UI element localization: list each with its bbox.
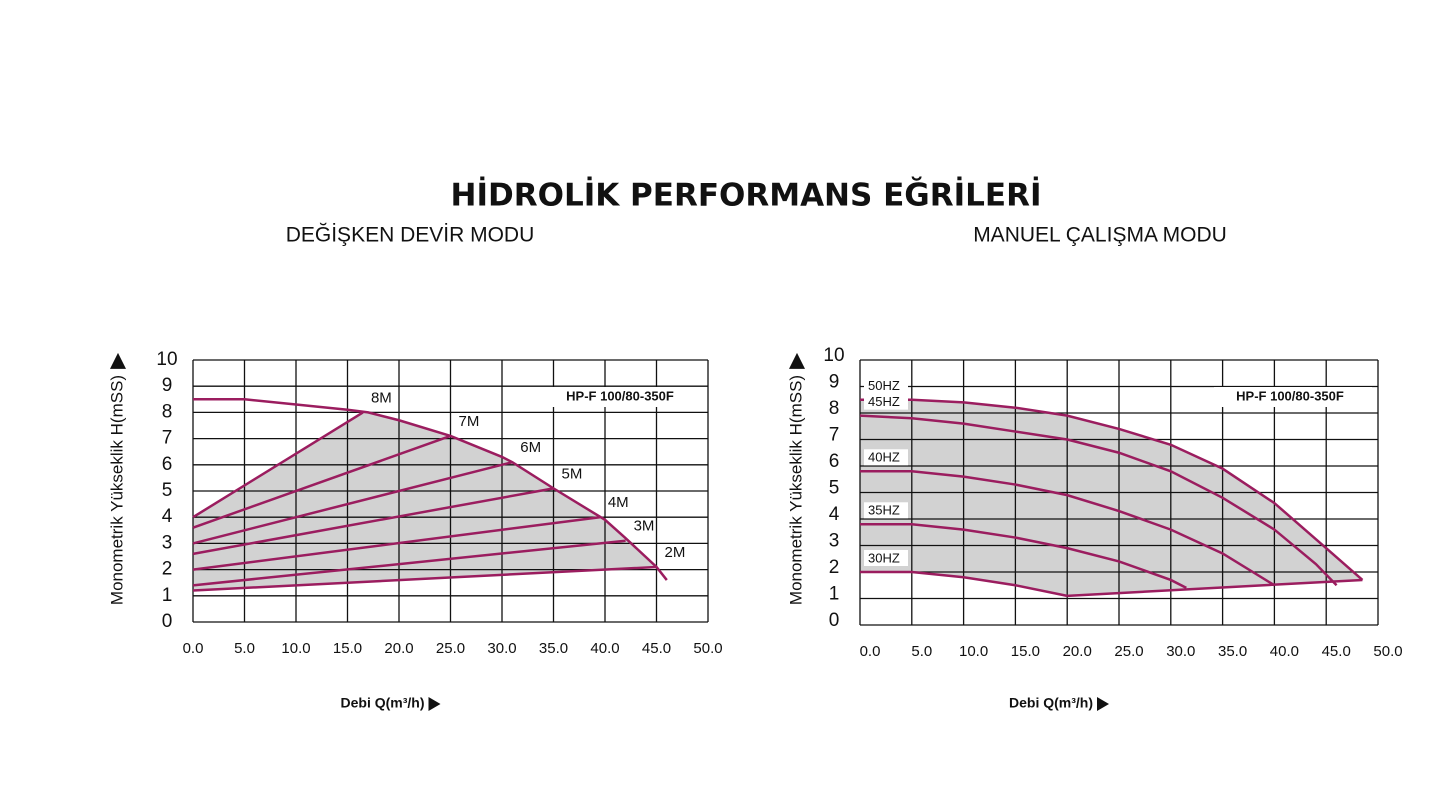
curve [192, 515, 601, 571]
x-arrow [428, 697, 441, 711]
x-tick-label: 45.0 [642, 640, 671, 657]
x-tick-label: 50.0 [693, 640, 722, 657]
y-axis-label: Monometrik Yükseklik H(mSS) [786, 375, 805, 605]
y-axis-label: Monometrik Yükseklik H(mSS) [107, 375, 126, 605]
y-tick-label: 7 [829, 425, 840, 446]
y-tick-label: 4 [829, 504, 840, 525]
chart-subtitle: DEĞİŞKEN DEVİR MODU [286, 224, 535, 247]
curve [859, 414, 1338, 587]
x-tick-label: 10.0 [281, 640, 310, 657]
y-tick-label: 2 [829, 557, 840, 578]
x-tick-label: 25.0 [1114, 643, 1143, 660]
curve [193, 398, 668, 581]
x-tick-label: 5.0 [911, 643, 932, 660]
x-tick-label: 25.0 [436, 640, 465, 657]
curve-label: 3M [634, 518, 655, 535]
x-arrow [1097, 697, 1109, 711]
y-tick-label: 8 [829, 398, 840, 419]
y-tick-label: 4 [162, 506, 173, 527]
x-tick-label: 50.0 [1373, 643, 1402, 660]
curve-label: 5M [562, 465, 583, 482]
y-tick-label: 8 [162, 401, 173, 422]
curve-label: 6M [520, 439, 541, 456]
x-tick-label: 40.0 [590, 640, 619, 657]
x-tick-label: 20.0 [384, 640, 413, 657]
x-tick-label: 35.0 [539, 640, 568, 657]
curve [860, 398, 1364, 581]
label-bg [864, 377, 908, 394]
x-tick-label: 35.0 [1218, 643, 1247, 660]
x-tick-label: 30.0 [487, 640, 516, 657]
x-tick-label: 15.0 [333, 640, 362, 657]
curve-label: 4M [608, 494, 629, 511]
y-tick-label: 5 [829, 478, 840, 499]
curve [192, 565, 657, 592]
curve [1067, 578, 1363, 598]
y-tick-label: 6 [829, 451, 840, 472]
curve-label: 50HZ [868, 378, 900, 393]
x-tick-label: 45.0 [1322, 643, 1351, 660]
y-tick-label: 6 [162, 454, 173, 475]
y-tick-label: 2 [162, 559, 173, 580]
y-tick-label: 0 [829, 610, 840, 631]
x-tick-label: 30.0 [1166, 643, 1195, 660]
x-tick-label: 15.0 [1011, 643, 1040, 660]
curve-label: 2M [665, 544, 686, 561]
model-annotation: HP-F 100/80-350F [1236, 388, 1344, 403]
curve-label: 35HZ [868, 503, 900, 518]
y-tick-label: 1 [162, 585, 173, 606]
curve-label: 45HZ [868, 394, 900, 409]
y-tick-label: 1 [829, 584, 840, 605]
curve [860, 523, 1187, 590]
curve [192, 487, 554, 556]
y-tick-label: 5 [162, 480, 173, 501]
x-axis-label: Debi Q(m³/h) [341, 695, 425, 711]
label-bg [864, 502, 908, 519]
label-bg [864, 550, 908, 566]
y-tick-label: 0 [162, 611, 173, 632]
curve-label: 7M [459, 413, 480, 430]
operating-area [860, 399, 1363, 596]
annotation-bg [1214, 387, 1372, 407]
x-tick-label: 10.0 [959, 643, 988, 660]
y-tick-label: 10 [156, 349, 177, 370]
curve [192, 539, 626, 587]
y-tick-label: 9 [162, 375, 173, 396]
y-arrow [789, 352, 805, 369]
operating-area [193, 412, 657, 591]
curve [192, 411, 364, 519]
label-bg [864, 393, 908, 410]
y-arrow [110, 352, 126, 369]
chart-subtitle: MANUEL ÇALIŞMA MODU [973, 224, 1227, 247]
y-tick-label: 3 [829, 531, 840, 552]
page-title: HİDROLİK PERFORMANS EĞRİLERİ [451, 177, 1042, 214]
curve [192, 434, 451, 529]
y-tick-label: 3 [162, 532, 173, 553]
annotation-bg [544, 387, 702, 407]
model-annotation: HP-F 100/80-350F [566, 388, 674, 403]
curve-label: 40HZ [868, 450, 900, 465]
x-tick-label: 0.0 [183, 640, 204, 657]
curve [192, 460, 513, 545]
x-axis-label: Debi Q(m³/h) [1009, 695, 1093, 711]
label-bg [864, 449, 908, 466]
y-tick-label: 9 [829, 372, 840, 393]
x-tick-label: 40.0 [1270, 643, 1299, 660]
x-tick-label: 5.0 [234, 640, 255, 657]
y-tick-label: 7 [162, 428, 173, 449]
x-tick-label: 0.0 [860, 643, 881, 660]
curve-label: 30HZ [868, 550, 900, 565]
curve [860, 470, 1276, 587]
x-tick-label: 20.0 [1063, 643, 1092, 660]
curve-label: 8M [371, 389, 392, 406]
y-tick-label: 10 [823, 345, 844, 366]
curve [860, 570, 1068, 598]
